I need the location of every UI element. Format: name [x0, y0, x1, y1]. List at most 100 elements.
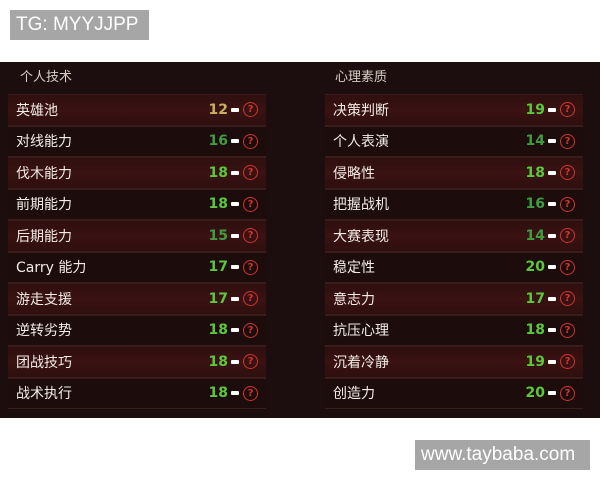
attribute-value: 20	[525, 259, 545, 276]
attribute-value: 18	[208, 322, 228, 339]
attribute-row: 英雄池 12 ?	[8, 94, 266, 126]
attribute-row: 游走支援 17 ?	[8, 283, 266, 315]
help-icon[interactable]: ?	[560, 228, 575, 244]
dash-icon	[231, 391, 239, 396]
dash-icon	[231, 328, 239, 333]
dash-icon	[548, 233, 556, 238]
attribute-row: 团战技巧 18 ?	[8, 346, 266, 378]
help-icon[interactable]: ?	[243, 291, 258, 307]
attribute-label: 决策判断	[333, 102, 389, 119]
dash-icon	[548, 328, 556, 333]
dash-icon	[231, 170, 239, 175]
attribute-row: 沉着冷静 19 ?	[325, 346, 583, 378]
attribute-value: 18	[208, 385, 228, 402]
attribute-value: 17	[208, 290, 228, 307]
attribute-value: 14	[525, 227, 545, 244]
attribute-value: 17	[208, 259, 228, 276]
attribute-label: 抗压心理	[333, 323, 389, 340]
help-icon[interactable]: ?	[243, 165, 258, 181]
dash-icon	[231, 265, 239, 270]
attribute-row: 前期能力 18 ?	[8, 188, 266, 220]
help-icon[interactable]: ?	[560, 259, 575, 275]
mental-column: 心理素质 决策判断 19 ? 个人表演 14 ? 侵略性 18 ? 把握战机 16 ?…	[325, 62, 583, 409]
attribute-label: 前期能力	[16, 197, 72, 214]
help-icon[interactable]: ?	[560, 102, 575, 118]
attribute-label: Carry 能力	[16, 260, 87, 277]
dash-icon	[231, 139, 239, 144]
attribute-row: 逆转劣势 18 ?	[8, 314, 266, 346]
watermark-site: www.taybaba.com	[415, 440, 590, 470]
help-icon[interactable]: ?	[243, 354, 258, 370]
dash-icon	[548, 170, 556, 175]
attribute-label: 把握战机	[333, 197, 389, 214]
help-icon[interactable]: ?	[243, 228, 258, 244]
help-icon[interactable]: ?	[243, 385, 258, 401]
attribute-label: 创造力	[333, 386, 375, 403]
attribute-label: 伐木能力	[16, 165, 72, 182]
attributes-panel: 个人技术 英雄池 12 ? 对线能力 16 ? 伐木能力 18 ? 前期能力 18 ?…	[0, 62, 600, 418]
attribute-row: 决策判断 19 ?	[325, 94, 583, 126]
help-icon[interactable]: ?	[560, 322, 575, 338]
help-icon[interactable]: ?	[243, 322, 258, 338]
attribute-value: 14	[525, 133, 545, 150]
attribute-label: 意志力	[333, 291, 375, 308]
help-icon[interactable]: ?	[560, 165, 575, 181]
attribute-value: 19	[525, 353, 545, 370]
attribute-value: 18	[525, 322, 545, 339]
attribute-value: 18	[208, 196, 228, 213]
attribute-row: 对线能力 16 ?	[8, 125, 266, 157]
attribute-value: 15	[208, 227, 228, 244]
dash-icon	[548, 265, 556, 270]
attribute-row: 个人表演 14 ?	[325, 125, 583, 157]
dash-icon	[231, 107, 239, 112]
dash-icon	[231, 233, 239, 238]
attribute-label: 对线能力	[16, 134, 72, 151]
attribute-row: 把握战机 16 ?	[325, 188, 583, 220]
attribute-value: 20	[525, 385, 545, 402]
attribute-row: 伐木能力 18 ?	[8, 157, 266, 189]
attribute-value: 12	[208, 101, 228, 118]
section-title: 个人技术	[20, 70, 73, 85]
attribute-row: 抗压心理 18 ?	[325, 314, 583, 346]
attribute-row: 后期能力 15 ?	[8, 220, 266, 252]
attribute-value: 17	[525, 290, 545, 307]
attribute-label: 侵略性	[333, 165, 375, 182]
personal-skills-column: 个人技术 英雄池 12 ? 对线能力 16 ? 伐木能力 18 ? 前期能力 18 ?…	[8, 62, 266, 409]
help-icon[interactable]: ?	[243, 259, 258, 275]
attribute-row: 稳定性 20 ?	[325, 251, 583, 283]
attribute-value: 18	[525, 164, 545, 181]
section-title: 心理素质	[335, 70, 388, 85]
dash-icon	[548, 296, 556, 301]
attribute-label: 团战技巧	[16, 354, 72, 371]
dash-icon	[548, 107, 556, 112]
dash-icon	[548, 139, 556, 144]
attribute-value: 19	[525, 101, 545, 118]
help-icon[interactable]: ?	[560, 133, 575, 149]
help-icon[interactable]: ?	[243, 196, 258, 212]
attribute-row: 大赛表现 14 ?	[325, 220, 583, 252]
attribute-label: 后期能力	[16, 228, 72, 245]
dash-icon	[231, 296, 239, 301]
attribute-label: 沉着冷静	[333, 354, 389, 371]
watermark-tg: TG: MYYJJPP	[10, 10, 149, 40]
help-icon[interactable]: ?	[560, 385, 575, 401]
dash-icon	[548, 202, 556, 207]
help-icon[interactable]: ?	[243, 133, 258, 149]
attribute-row: 侵略性 18 ?	[325, 157, 583, 189]
help-icon[interactable]: ?	[560, 196, 575, 212]
attribute-value: 16	[208, 133, 228, 150]
attribute-value: 16	[525, 196, 545, 213]
attribute-value: 18	[208, 164, 228, 181]
attribute-label: 游走支援	[16, 291, 72, 308]
attribute-label: 英雄池	[16, 102, 58, 119]
attribute-label: 逆转劣势	[16, 323, 72, 340]
attribute-label: 大赛表现	[333, 228, 389, 245]
help-icon[interactable]: ?	[560, 291, 575, 307]
dash-icon	[231, 202, 239, 207]
help-icon[interactable]: ?	[560, 354, 575, 370]
dash-icon	[231, 359, 239, 364]
attribute-row: 创造力 20 ?	[325, 377, 583, 409]
attribute-value: 18	[208, 353, 228, 370]
attribute-row: 战术执行 18 ?	[8, 377, 266, 409]
help-icon[interactable]: ?	[243, 102, 258, 118]
